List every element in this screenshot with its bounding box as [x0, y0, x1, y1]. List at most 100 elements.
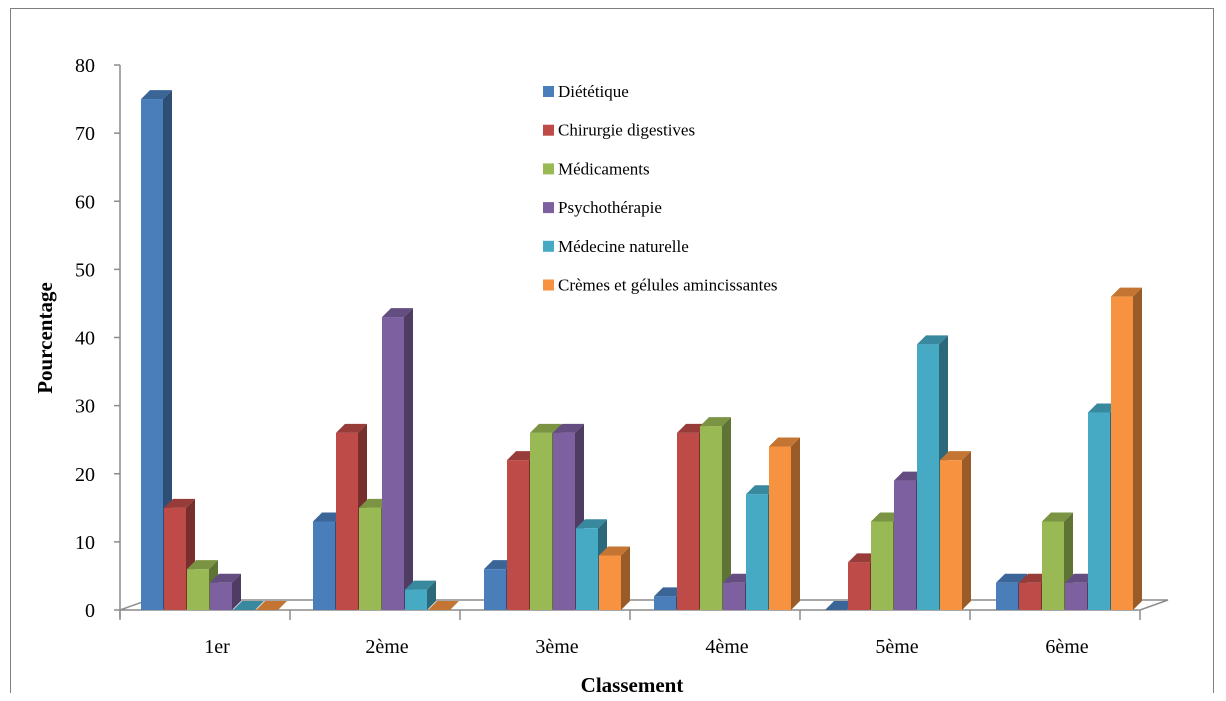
bar-2ème-3	[382, 308, 413, 610]
bar-front	[848, 562, 870, 610]
bar-2ème-5	[428, 601, 459, 610]
bar-6ème-5	[1111, 287, 1142, 610]
bar-front	[871, 521, 893, 610]
bar-front	[336, 432, 358, 610]
bar-top	[187, 560, 218, 570]
bar-side	[232, 573, 241, 610]
y-tick-label: 0	[85, 600, 95, 622]
bar-front	[940, 460, 962, 610]
bar-front	[507, 460, 529, 610]
bar-4ème-5	[769, 437, 800, 610]
bar-front	[1088, 412, 1110, 610]
bar-front	[894, 480, 916, 610]
legend-item: Diététique	[543, 82, 629, 101]
y-tick-label: 10	[75, 532, 95, 554]
legend-swatch	[543, 124, 554, 136]
bar-front	[599, 555, 621, 610]
bar-front	[1042, 521, 1064, 610]
legend: Diététique Chirurgie digestives Médicament…	[543, 82, 778, 295]
legend-item: Crèmes et gélules amincissantes	[543, 276, 778, 295]
bar-front	[210, 582, 232, 610]
y-tick-label: 30	[75, 396, 95, 418]
x-tick-label: 1er	[204, 636, 230, 658]
bar-3ème-5	[599, 546, 630, 610]
bar-side	[427, 580, 436, 610]
bar-top	[576, 519, 607, 529]
legend-item: Chirurgie digestives	[543, 121, 695, 140]
legend-swatch	[543, 279, 554, 291]
bar-side	[404, 308, 413, 610]
y-tick-label: 20	[75, 464, 95, 486]
bar-top	[210, 573, 241, 583]
bars	[141, 90, 1142, 610]
bar-front	[484, 569, 506, 610]
bar-front	[917, 344, 939, 610]
x-tick-label: 4ème	[705, 636, 748, 658]
bar-top	[1042, 512, 1073, 522]
bar-top	[256, 601, 287, 610]
bar-5ème-5	[940, 451, 971, 610]
bar-1er-0	[141, 90, 172, 610]
bar-top	[917, 335, 948, 345]
bar-top	[233, 601, 264, 610]
x-tick-label: 5ème	[875, 636, 918, 658]
bar-front	[769, 446, 791, 610]
bar-top	[599, 546, 630, 556]
bar-front	[553, 432, 575, 610]
bar-front	[700, 426, 722, 610]
bar-front	[1065, 582, 1087, 610]
legend-swatch	[543, 86, 554, 97]
legend-label: Crèmes et gélules amincissantes	[558, 276, 778, 295]
bar-top	[1111, 287, 1142, 297]
legend-label: Psychothérapie	[558, 198, 662, 217]
bar-front	[996, 582, 1018, 610]
legend-item: Psychothérapie	[543, 198, 662, 217]
bar-front	[654, 596, 676, 610]
bar-front	[723, 582, 745, 610]
x-axis-title: Classement	[581, 673, 684, 697]
bar-1er-3	[210, 573, 241, 610]
bar-top	[141, 90, 172, 100]
bar-front	[530, 432, 552, 610]
bar-front	[746, 494, 768, 610]
y-tick-label: 70	[75, 123, 95, 145]
bar-front	[141, 99, 163, 610]
bar-front	[1111, 296, 1133, 610]
legend-item: Médicaments	[543, 159, 650, 178]
legend-label: Chirurgie digestives	[558, 121, 695, 140]
bar-1er-4	[233, 601, 264, 610]
bar-side	[163, 90, 172, 610]
y-tick-label: 80	[75, 55, 95, 77]
legend-label: Médecine naturelle	[558, 237, 689, 256]
bar-2ème-4	[405, 580, 436, 610]
bar-side	[962, 451, 971, 610]
x-tick-label: 6ème	[1045, 636, 1088, 658]
bar-front	[382, 317, 404, 610]
bar-side	[791, 437, 800, 610]
bar-side	[1133, 287, 1142, 610]
legend-label: Diététique	[558, 82, 629, 101]
axes	[114, 64, 1169, 620]
bar-top	[940, 451, 971, 461]
bar-front	[1019, 582, 1041, 610]
bar-front	[164, 507, 186, 610]
bar-top	[700, 417, 731, 427]
x-tick-label: 3ème	[535, 636, 578, 658]
bar-top	[553, 423, 584, 433]
y-tick-label: 50	[75, 259, 95, 281]
legend-swatch	[543, 163, 554, 175]
bar-1er-5	[256, 601, 287, 610]
bar-front	[187, 569, 209, 610]
legend-item: Médecine naturelle	[543, 237, 689, 256]
bar-top	[336, 423, 367, 433]
bar-4ème-2	[700, 417, 731, 610]
legend-swatch	[543, 202, 554, 214]
bar-front	[313, 521, 335, 610]
bar-top	[996, 573, 1027, 583]
bar-top	[405, 580, 436, 590]
tick-labels: 0 10 20 30 40 50 60 70 80 1er 2ème 3ème 4ème 5ème 6ème	[75, 55, 1089, 658]
bar-top	[382, 308, 413, 318]
bar-top	[530, 423, 561, 433]
bar-side	[621, 546, 630, 610]
